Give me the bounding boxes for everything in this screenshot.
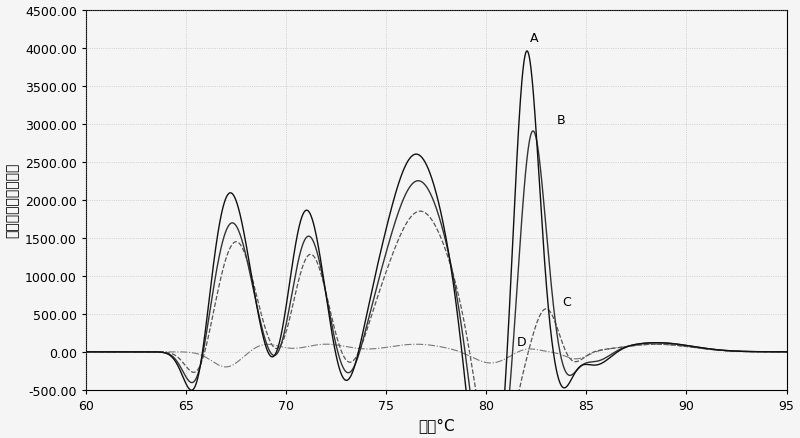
X-axis label: 温度°C: 温度°C [418,417,454,432]
Text: A: A [530,32,539,45]
Text: B: B [556,114,565,127]
Text: D: D [516,335,526,348]
Y-axis label: 荧光強度变化値导数: 荧光強度变化値导数 [6,162,19,238]
Text: C: C [562,296,571,309]
